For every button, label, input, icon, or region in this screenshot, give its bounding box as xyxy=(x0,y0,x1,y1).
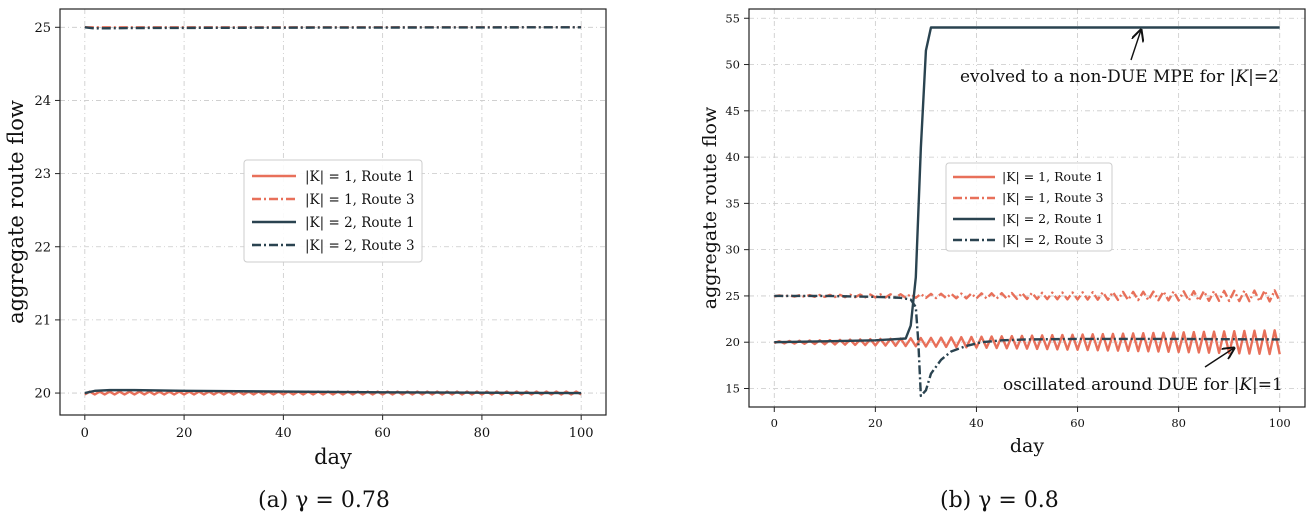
chart-b-series xyxy=(773,26,1281,398)
chart-b-ylabel: aggregate route flow xyxy=(699,106,721,309)
legend-a-label-3: |K| = 2, Route 3 xyxy=(305,238,415,254)
annotation-non-due-arrow xyxy=(1130,30,1141,61)
chart-a-yticks: 20 21 22 23 24 25 xyxy=(34,21,60,402)
chart-b: 0 20 40 60 80 100 15 20 25 30 35 40 45 50 55 day aggr… xyxy=(699,8,1306,457)
chart-a-ytick-label: 21 xyxy=(34,313,51,328)
legend-a-label-2: |K| = 2, Route 1 xyxy=(305,215,415,231)
chart-b-xtick-label: 20 xyxy=(868,416,883,430)
chart-a-series-3-line xyxy=(84,26,582,30)
chart-a-xtick-label: 0 xyxy=(81,426,89,441)
chart-a-ytick-label: 23 xyxy=(34,167,51,182)
legend-a-label-0: |K| = 1, Route 1 xyxy=(305,169,415,185)
chart-a-xtick-label: 80 xyxy=(474,426,491,441)
chart-b-ytick-label: 55 xyxy=(725,11,740,25)
legend-b-label-2: |K| = 2, Route 1 xyxy=(1002,211,1103,226)
legend-b-label-1: |K| = 1, Route 3 xyxy=(1002,190,1103,205)
chart-a-series xyxy=(84,26,582,396)
chart-b-series-3-line xyxy=(774,294,1280,398)
annotation-non-due: evolved to a non-DUE MPE for |K|=2 xyxy=(960,30,1279,87)
legend-b-label-0: |K| = 1, Route 1 xyxy=(1002,169,1103,184)
chart-a-xtick-label: 20 xyxy=(176,426,193,441)
chart-a-frame xyxy=(59,8,607,416)
chart-b-xlabel: day xyxy=(1010,435,1044,457)
chart-a-xtick-label: 100 xyxy=(569,426,594,441)
annotation-due: oscillated around DUE for |K|=1 xyxy=(1003,348,1283,395)
chart-b-ytick-label: 25 xyxy=(725,289,740,303)
annotation-due-text: oscillated around DUE for |K|=1 xyxy=(1003,375,1283,395)
chart-a-ytick-label: 25 xyxy=(34,21,51,36)
chart-b-ytick-label: 15 xyxy=(725,382,740,396)
chart-b-frame xyxy=(748,8,1306,408)
chart-b-series-1-line xyxy=(774,289,1281,303)
chart-a-xtick-label: 60 xyxy=(374,426,391,441)
chart-b-legend-box xyxy=(945,162,1113,252)
legend-b-label-3: |K| = 2, Route 3 xyxy=(1002,232,1103,247)
chart-a-ylabel: aggregate route flow xyxy=(4,100,28,324)
chart-b-caption: (b) γ = 0.8 xyxy=(940,488,1059,513)
chart-b-xtick-label: 80 xyxy=(1171,416,1186,430)
chart-b-series-2-line xyxy=(774,26,1280,344)
chart-b-xtick-label: 100 xyxy=(1269,416,1291,430)
chart-b-yticks: 15 20 25 30 35 40 45 50 55 xyxy=(725,11,749,396)
chart-b-xticks: 0 20 40 60 80 100 xyxy=(771,407,1291,430)
chart-b-ytick-label: 45 xyxy=(725,104,740,118)
chart-b-ytick-label: 35 xyxy=(725,196,740,210)
chart-a-legend: |K| = 1, Route 1 |K| = 1, Route 3 |K| = … xyxy=(243,159,423,263)
chart-a-ytick-label: 22 xyxy=(34,240,51,255)
chart-b-ytick-label: 50 xyxy=(725,58,740,72)
chart-a-caption: (a) γ = 0.78 xyxy=(258,488,390,513)
chart-b-xtick-label: 60 xyxy=(1070,416,1085,430)
chart-a-xtick-label: 40 xyxy=(275,426,292,441)
annotation-non-due-text: evolved to a non-DUE MPE for |K|=2 xyxy=(960,67,1279,87)
chart-a-xticks: 0 20 40 60 80 100 xyxy=(81,415,594,441)
chart-a-series-2-line xyxy=(84,388,582,395)
chart-b-xtick-label: 40 xyxy=(969,416,984,430)
legend-a-label-1: |K| = 1, Route 3 xyxy=(305,192,415,208)
chart-a-ytick-label: 24 xyxy=(34,94,51,109)
chart-a-xlabel: day xyxy=(314,445,352,469)
chart-b-ytick-label: 30 xyxy=(725,243,740,257)
chart-b-legend: |K| = 1, Route 1 |K| = 1, Route 3 |K| = … xyxy=(945,162,1113,252)
chart-a: 0 20 40 60 80 100 20 21 22 23 24 25 day aggregate … xyxy=(4,8,607,469)
chart-b-ytick-label: 20 xyxy=(725,335,740,349)
chart-b-ytick-label: 40 xyxy=(725,150,740,164)
chart-a-ytick-label: 20 xyxy=(34,387,51,402)
annotation-due-arrow xyxy=(1204,348,1234,368)
chart-b-xtick-label: 0 xyxy=(771,416,778,430)
chart-a-legend-box xyxy=(243,159,423,263)
